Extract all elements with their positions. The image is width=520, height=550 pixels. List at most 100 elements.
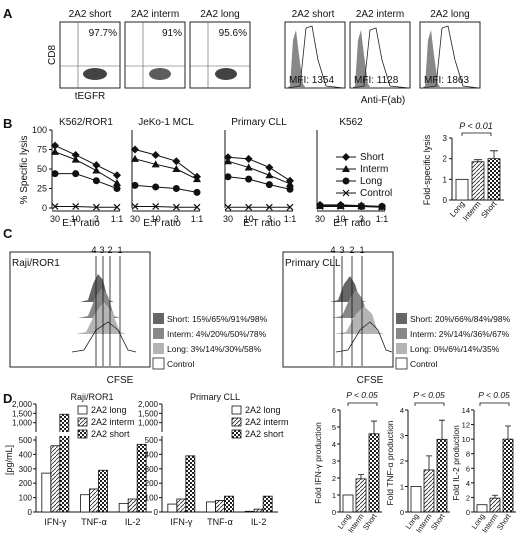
fold-lysis-bar-chart: Fold-specific lysis P < 0.01 0123LongInt… (422, 121, 504, 223)
lysis-point-interm-2-1 (151, 160, 160, 168)
hist-1-mfi: MFI: 1354 (289, 75, 334, 86)
fold-il2-ytick-label-4: 8 (466, 450, 470, 459)
fold-tnf-ytick-label-3: 3 (400, 432, 404, 441)
scatter-1-percent: 97.7% (89, 28, 117, 39)
panel-letter-a: A (3, 6, 13, 21)
cll-cyto-legend-interm: 2A2 interm (245, 417, 289, 427)
raji-control-hist (71, 321, 137, 353)
cll-cyto-ytick-label-3: 300 (145, 465, 159, 474)
scatter-1: 2A2 short 97.7% (59, 9, 121, 89)
cll-histogram: Primary CLL 4 3 2 1 CFSE (282, 245, 394, 386)
lysis-point-control-2-2 (172, 203, 180, 211)
fold-il2-bracket (479, 402, 510, 406)
lysis-point-short-1-3 (113, 171, 121, 180)
lysis-point-long-3-1 (245, 175, 253, 183)
lysis-plot-3: Primary CLL 30 10 3 1:1 (223, 117, 296, 224)
fold-lysis-error-short (490, 150, 498, 159)
lysis-point-control-1-1 (72, 203, 80, 210)
raji-cyto-ytick-label-1: 100 (19, 494, 33, 503)
cll-cyto-ytick-label-8: 2,000 (138, 400, 159, 409)
legend-long: Long (336, 176, 382, 187)
scatter-3: 2A2 long 95.6% (189, 9, 251, 89)
lysis-point-long-3-2 (265, 181, 273, 189)
raji-legend-long: Long: 3%/14%/30%/58% (167, 344, 261, 354)
fold-lysis-ytick-label-2: 2 (443, 155, 448, 164)
raji-cyto-ytick-label-2: 200 (19, 479, 33, 488)
lysis-xtick-label-4-2: 3 (359, 214, 364, 224)
lysis-point-long-1-2 (92, 177, 100, 185)
raji-cyto-ytick-label-8: 2,000 (12, 400, 33, 409)
cll-cyto-legend-long-swatch (231, 405, 242, 415)
legend-interm: Interm (336, 164, 388, 175)
panel-d-ylabel: [pg/mL] (4, 445, 14, 475)
cll-cyto-ytick-label-1: 100 (145, 494, 159, 503)
cll-cytokine-legend: 2A2 long 2A2 interm 2A2 short (231, 405, 289, 439)
raji-cyto-bar-0-2 (59, 413, 70, 513)
lysis-line-interm-1 (54, 151, 118, 184)
fold-lysis-bar-short (487, 158, 501, 201)
scatter-1-cluster (83, 68, 107, 80)
cll-cyto-bar-0-2 (185, 455, 196, 513)
raji-cyto-legend-short-swatch (77, 429, 88, 439)
lysis-xtick-label-1-3: 1:1 (111, 214, 124, 224)
lysis-xtick-label-3-0: 30 (223, 214, 233, 224)
cll-cyto-ytick-label-0: 0 (154, 508, 159, 517)
scatter-3-percent: 95.6% (219, 28, 247, 39)
lysis-xtick-label-4-1: 10 (336, 214, 346, 224)
lysis-xtick-label-1-2: 3 (94, 214, 99, 224)
cll-cyto-xlabel-0: IFN-γ (170, 517, 192, 527)
lysis-point-interm-2-3 (193, 175, 201, 183)
raji-legend-control-swatch (152, 357, 165, 370)
fold-il2-ytick-label-1: 2 (466, 493, 470, 502)
lysis-ytick-label-1: 25 (37, 184, 47, 194)
raji-cyto-bar-2-1 (127, 498, 138, 513)
lysis-plot-title-4: K562 (339, 117, 363, 128)
fold-ifn-bar-short (368, 433, 380, 513)
raji-legend-short: Short: 15%/65%/91%/98% (167, 314, 268, 324)
lysis-point-control-4-0 (316, 203, 324, 210)
cll-legend-interm-swatch (396, 328, 407, 339)
raji-cyto-ytick-label-7: 1,500 (12, 409, 33, 418)
cll-legend-long-swatch (396, 343, 407, 354)
lysis-ytick-label-4: 100 (32, 125, 47, 135)
cll-cyto-bar-2-1 (253, 508, 264, 513)
fold-il2-ytick-label-3: 6 (466, 464, 470, 473)
fold-tnf-ytick-label-0: 0 (400, 508, 404, 517)
fold-ifn-ytick-label-5: 5 (332, 423, 336, 432)
raji-cyto-ytick-label-4: 400 (19, 450, 33, 459)
lysis-plot-4: K562 30 10 3 1:1 (315, 117, 388, 224)
lysis-line-control-2 (135, 205, 197, 208)
fold-ifn-ytick-label-0: 0 (332, 508, 336, 517)
legend-interm-label: Interm (360, 164, 388, 175)
lysis-point-control-2-3 (193, 203, 201, 211)
fold-ifn-ytick-label-6: 6 (332, 406, 336, 415)
raji-cyto-bar-0-1 (50, 445, 61, 513)
fold-il2-ytick-label-5: 10 (462, 435, 470, 444)
lysis-xtick-label-2-0: 30 (130, 214, 140, 224)
lysis-point-short-3-1 (244, 154, 253, 163)
lysis-point-interm-2-2 (172, 165, 181, 172)
cll-legend-short: Short: 20%/66%/84%/98% (410, 314, 511, 324)
fold-il2-xlabel-short: Short (495, 511, 513, 532)
lysis-point-control-3-1 (245, 203, 253, 211)
panel-a-title-5: 2A2 interm (356, 9, 404, 20)
fold-lysis-xlabel-short: Short (479, 199, 499, 220)
panel-b-legend: Short Interm Long Control (336, 152, 392, 199)
raji-legend-interm-swatch (153, 328, 164, 339)
fold-tnf-xlabel-short: Short (429, 511, 447, 532)
legend-long-marker (342, 177, 350, 185)
lysis-ytick-label-2: 50 (37, 164, 47, 174)
fold-il2-ylabel: Fold IL-2 production (451, 425, 461, 501)
lysis-point-short-1-1 (71, 150, 80, 159)
cll-long-hist (334, 306, 384, 334)
legend-interm-marker (342, 165, 350, 172)
fold-ifn-bracket (347, 402, 378, 406)
raji-cyto-bar-2-0 (118, 502, 129, 513)
legend-control-marker (342, 189, 350, 197)
raji-title: Raji/ROR1 (12, 258, 60, 269)
fold-tnf-bracket (414, 402, 445, 406)
cll-legend-short-swatch (396, 313, 407, 324)
